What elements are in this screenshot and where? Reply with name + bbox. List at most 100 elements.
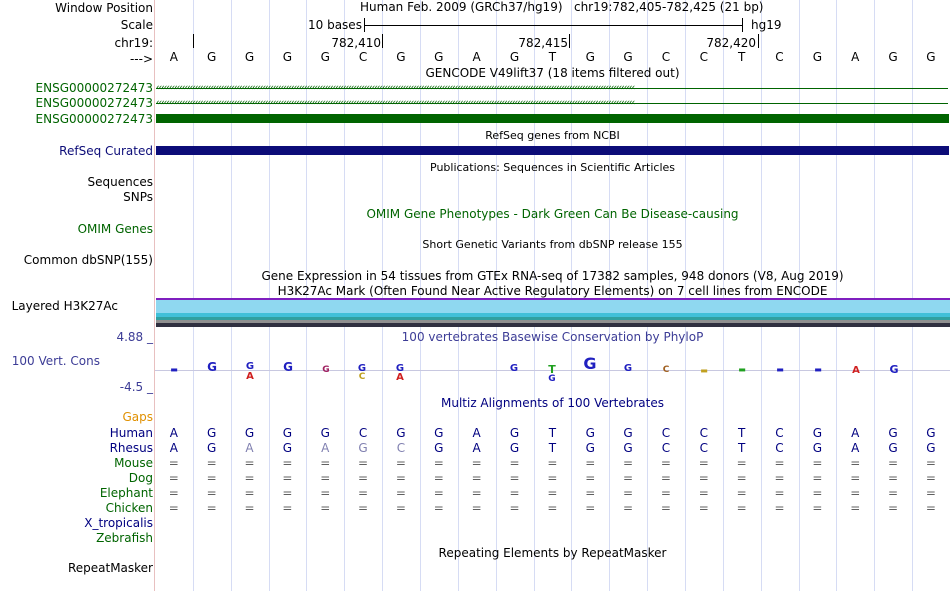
track-label-ensg-1[interactable]: ENSG00000272473 (35, 81, 153, 95)
window-position-label: Window Position (55, 1, 153, 15)
track-label-ensg-2[interactable]: ENSG00000272473 (35, 96, 153, 110)
rhesus-aligned-base: C (661, 441, 671, 455)
dbsnp-track-title: Short Genetic Variants from dbSNP releas… (422, 238, 683, 251)
chicken-aligned-base: = (547, 501, 558, 515)
rhesus-aligned-base: G (623, 441, 633, 455)
sequence-base: G (623, 50, 633, 64)
elephant-aligned-base: = (168, 486, 179, 500)
mouse-aligned-base: = (547, 456, 558, 470)
dog-aligned-base: = (623, 471, 634, 485)
track-label-snps[interactable]: SNPs (123, 190, 153, 204)
ensg-transcript-3[interactable] (156, 114, 949, 123)
species-zebrafish[interactable]: Zebrafish (96, 531, 153, 545)
species-dog[interactable]: Dog (128, 471, 153, 485)
track-label-cons[interactable]: 100 Vert. Cons (11, 354, 100, 368)
assembly-name: Human Feb. 2009 (GRCh37/hg19) (360, 0, 563, 14)
mouse-aligned-base: = (925, 456, 936, 470)
elephant-aligned-base: = (585, 486, 596, 500)
species-elephant[interactable]: Elephant (99, 486, 153, 500)
track-label-sequences[interactable]: Sequences (87, 175, 153, 189)
browser-image-area[interactable]: Human Feb. 2009 (GRCh37/hg19) chr19:782,… (155, 0, 950, 591)
chicken-aligned-base: = (433, 501, 444, 515)
cons-mark: ▬ (814, 365, 822, 374)
species-rhesus[interactable]: Rhesus (109, 441, 153, 455)
dog-aligned-base: = (471, 471, 482, 485)
mouse-aligned-base: = (471, 456, 482, 470)
dog-aligned-base: = (660, 471, 671, 485)
sequence-base: A (851, 50, 860, 64)
human-aligned-base: G (396, 426, 406, 440)
refseq-gene-bar[interactable] (156, 146, 949, 155)
species-chicken[interactable]: Chicken (105, 501, 153, 515)
chicken-aligned-base: = (471, 501, 482, 515)
rhesus-aligned-base: G (206, 441, 217, 455)
cons-mark: G (548, 374, 556, 384)
ensg-transcript-1[interactable]: ‹‹‹‹‹‹‹‹‹‹‹‹‹‹‹‹‹‹‹‹‹‹‹‹‹‹‹‹‹‹‹‹‹‹‹‹‹‹‹‹… (156, 84, 948, 92)
elephant-aligned-base: = (623, 486, 634, 500)
chrom-label: chr19: (114, 36, 153, 50)
scale-label: Scale (120, 18, 153, 32)
dog-aligned-base: = (358, 471, 369, 485)
position-label-3: 782,420 (706, 36, 756, 50)
conservation-zero-line (155, 370, 950, 371)
mouse-aligned-base: = (168, 456, 179, 470)
human-aligned-base: G (434, 426, 444, 440)
track-label-gaps[interactable]: Gaps (122, 410, 153, 424)
sequence-base: G (282, 50, 293, 64)
refseq-track-title: RefSeq genes from NCBI (485, 129, 620, 142)
elephant-aligned-base: = (395, 486, 406, 500)
rhesus-aligned-base: A (851, 441, 860, 455)
sequence-base: G (812, 50, 823, 64)
track-label-repeatmasker[interactable]: RepeatMasker (67, 561, 153, 575)
mouse-aligned-base: = (320, 456, 331, 470)
human-aligned-base: T (548, 426, 557, 440)
rhesus-aligned-base: G (282, 441, 293, 455)
track-label-dbsnp[interactable]: Common dbSNP(155) (23, 253, 153, 267)
chicken-aligned-base: = (698, 501, 709, 515)
species-mouse[interactable]: Mouse (114, 456, 153, 470)
rhesus-aligned-base: A (472, 441, 481, 455)
dog-aligned-base: = (736, 471, 747, 485)
dog-aligned-base: = (925, 471, 936, 485)
chicken-aligned-base: = (358, 501, 369, 515)
dog-aligned-base: = (282, 471, 293, 485)
h3k27ac-layer-purple (156, 298, 950, 300)
track-label-divider (154, 0, 155, 591)
cons-mark: G (583, 354, 597, 373)
track-label-ensg-3[interactable]: ENSG00000272473 (35, 112, 153, 126)
elephant-aligned-base: = (547, 486, 558, 500)
rhesus-aligned-base: G (888, 441, 898, 455)
species-x-tropicalis[interactable]: X_tropicalis (84, 516, 153, 530)
sequence-base: G (888, 50, 898, 64)
elephant-aligned-base: = (736, 486, 747, 500)
track-label-refseq[interactable]: RefSeq Curated (59, 144, 153, 158)
cons-scale-max: 4.88 _ (116, 330, 153, 344)
cons-mark: C (358, 372, 366, 382)
conservation-track-title: 100 vertebrates Basewise Conservation by… (401, 330, 704, 344)
elephant-aligned-base: = (244, 486, 255, 500)
species-human[interactable]: Human (109, 426, 153, 440)
dog-aligned-base: = (244, 471, 255, 485)
gridline (269, 0, 270, 591)
rhesus-aligned-base: T (737, 441, 746, 455)
mouse-aligned-base: = (774, 456, 785, 470)
track-label-omim[interactable]: OMIM Genes (77, 222, 153, 236)
position-label-1: 782,410 (331, 36, 381, 50)
mouse-aligned-base: = (888, 456, 899, 470)
track-label-h3k27ac[interactable]: Layered H3K27Ac (11, 299, 118, 313)
h3k27ac-track-title: H3K27Ac Mark (Often Found Near Active Re… (277, 284, 828, 298)
cons-mark: G (509, 363, 519, 374)
gridline (344, 0, 345, 591)
mouse-aligned-base: = (623, 456, 634, 470)
chicken-aligned-base: = (168, 501, 179, 515)
position-tick-2 (382, 34, 383, 48)
human-aligned-base: G (888, 426, 898, 440)
ensg-transcript-2[interactable]: ‹‹‹‹‹‹‹‹‹‹‹‹‹‹‹‹‹‹‹‹‹‹‹‹‹‹‹‹‹‹‹‹‹‹‹‹‹‹‹‹… (156, 99, 948, 107)
chicken-aligned-base: = (395, 501, 406, 515)
elephant-aligned-base: = (433, 486, 444, 500)
human-aligned-base: C (699, 426, 708, 440)
gridline (723, 0, 724, 591)
human-aligned-base: T (737, 426, 746, 440)
gtex-track-title: Gene Expression in 54 tissues from GTEx … (261, 269, 844, 283)
cons-mark: G (623, 363, 633, 374)
